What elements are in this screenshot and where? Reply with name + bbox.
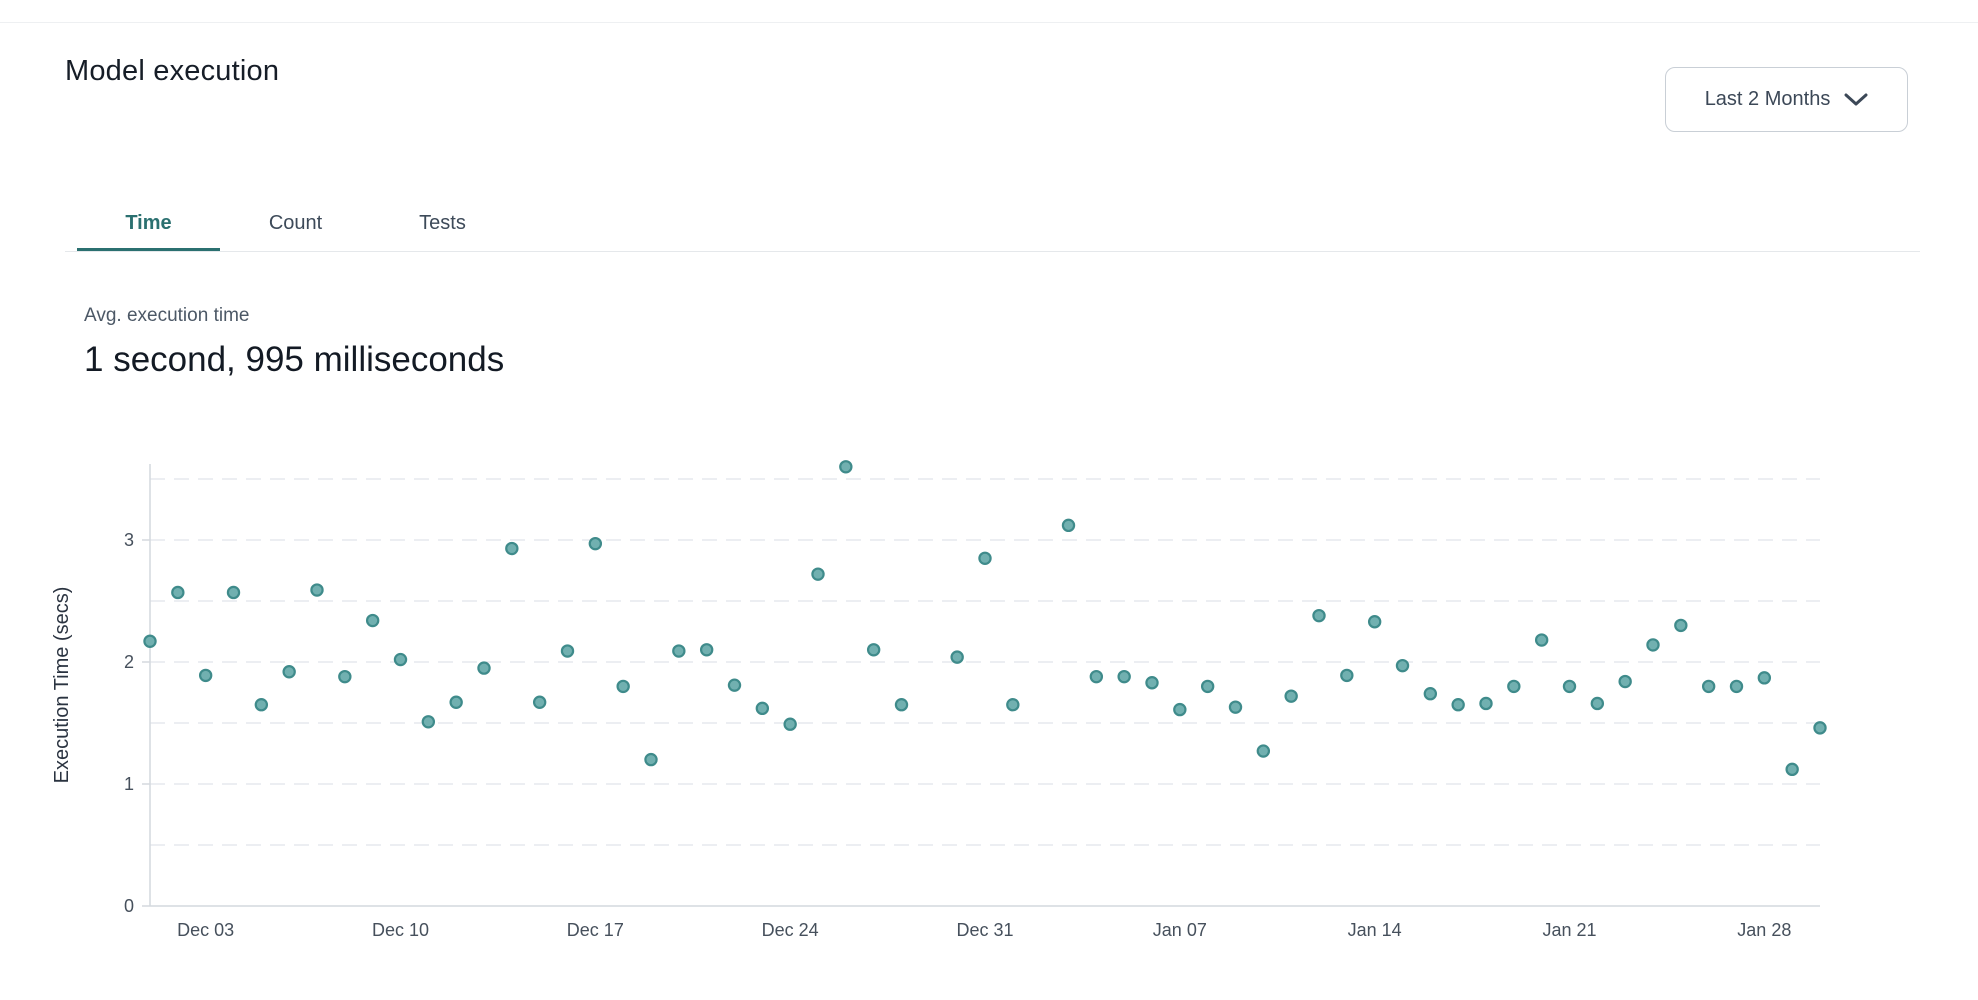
data-point[interactable] (198, 668, 213, 683)
x-axis-tick-label: Jan 21 (1542, 920, 1596, 940)
data-point[interactable] (338, 669, 352, 684)
x-axis-tick-label: Dec 10 (372, 920, 429, 940)
data-point[interactable] (727, 678, 742, 692)
data-point[interactable] (1395, 658, 1410, 673)
y-axis-tick-label: 1 (124, 774, 134, 794)
data-point[interactable] (1423, 687, 1438, 701)
data-point[interactable] (171, 585, 185, 600)
data-point[interactable] (866, 643, 881, 657)
data-point[interactable] (1646, 638, 1660, 652)
data-point[interactable] (978, 551, 992, 566)
y-axis-tick-label: 0 (124, 896, 134, 916)
avg-execution-time-label: Avg. execution time (84, 305, 250, 326)
data-point[interactable] (811, 567, 825, 581)
data-point[interactable] (1562, 679, 1577, 694)
data-point[interactable] (1813, 721, 1827, 735)
data-point[interactable] (254, 698, 269, 712)
data-point[interactable] (1117, 669, 1131, 684)
data-point[interactable] (560, 644, 575, 658)
data-point[interactable] (477, 661, 491, 675)
data-point[interactable] (699, 643, 714, 657)
data-point[interactable] (282, 665, 296, 679)
data-point[interactable] (393, 652, 408, 667)
data-point[interactable] (1367, 615, 1382, 629)
data-point[interactable] (226, 585, 241, 600)
data-point[interactable] (588, 536, 603, 551)
data-point[interactable] (1701, 679, 1716, 694)
data-point[interactable] (783, 717, 797, 731)
data-point[interactable] (1312, 608, 1326, 623)
data-point[interactable] (310, 583, 324, 597)
data-point[interactable] (143, 634, 157, 648)
page-title: Model execution (65, 55, 280, 87)
data-point[interactable] (1534, 633, 1549, 647)
data-point[interactable] (1507, 679, 1521, 694)
data-point[interactable] (1757, 671, 1772, 685)
x-axis-tick-label: Dec 24 (762, 920, 819, 940)
x-axis-tick-label: Jan 07 (1153, 920, 1207, 940)
data-point[interactable] (1618, 674, 1632, 689)
data-point[interactable] (1340, 668, 1354, 683)
x-axis-tick-label: Dec 17 (567, 920, 624, 940)
data-point[interactable] (894, 698, 909, 712)
tab-time[interactable]: Time (77, 197, 220, 251)
data-point[interactable] (1200, 679, 1215, 694)
data-point[interactable] (532, 695, 547, 709)
data-point[interactable] (421, 715, 436, 729)
y-axis-title: Execution Time (secs) (51, 587, 73, 784)
data-point[interactable] (644, 752, 658, 767)
data-point[interactable] (1145, 676, 1159, 690)
data-point[interactable] (616, 679, 630, 694)
x-axis-tick-label: Dec 03 (177, 920, 234, 940)
data-point[interactable] (1061, 518, 1076, 533)
x-axis-tick-label: Dec 31 (956, 920, 1013, 940)
chart-tabs: Time Count Tests (65, 197, 1920, 252)
date-range-dropdown[interactable]: Last 2 Months (1665, 67, 1908, 132)
tab-count[interactable]: Count (268, 212, 323, 234)
date-range-label: Last 2 Months (1704, 88, 1831, 110)
data-point[interactable] (1089, 669, 1104, 684)
chevron-down-icon (1844, 93, 1868, 105)
data-point[interactable] (505, 541, 519, 556)
data-point[interactable] (1006, 698, 1020, 712)
data-point[interactable] (1479, 696, 1493, 711)
data-point[interactable] (365, 613, 380, 628)
data-point[interactable] (755, 701, 770, 716)
data-point[interactable] (1785, 762, 1799, 777)
data-point[interactable] (839, 460, 853, 474)
data-point[interactable] (1256, 744, 1271, 758)
data-point[interactable] (950, 650, 964, 664)
data-point[interactable] (1590, 696, 1605, 711)
tab-tests[interactable]: Tests (419, 212, 466, 234)
top-divider (0, 22, 1978, 23)
x-axis-tick-label: Jan 14 (1348, 920, 1402, 940)
y-axis-tick-label: 3 (124, 530, 134, 550)
data-point[interactable] (1451, 698, 1465, 712)
data-point[interactable] (672, 644, 686, 658)
y-axis-tick-label: 2 (124, 652, 134, 672)
data-point[interactable] (1173, 702, 1187, 717)
data-point[interactable] (1228, 700, 1243, 714)
data-point[interactable] (1674, 618, 1688, 633)
data-point[interactable] (449, 695, 463, 709)
data-point[interactable] (1284, 689, 1298, 703)
data-point[interactable] (1729, 679, 1744, 694)
x-axis-tick-label: Jan 28 (1737, 920, 1791, 940)
avg-execution-time-value: 1 second, 995 milliseconds (84, 340, 505, 379)
